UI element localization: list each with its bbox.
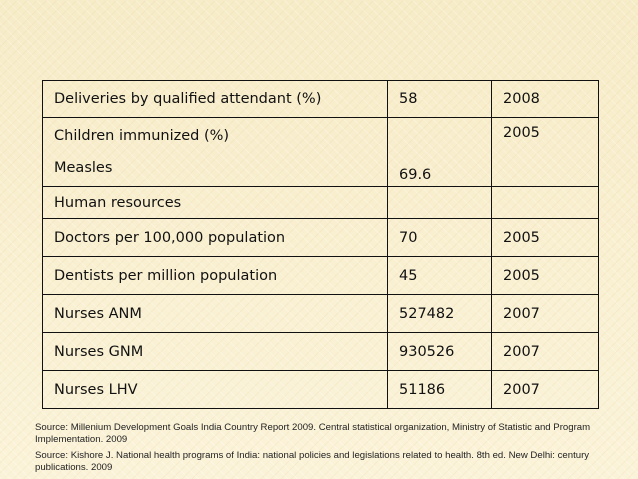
row-year: 2005 — [491, 218, 599, 257]
row-year: 2007 — [491, 332, 599, 371]
row-value: 45 — [387, 256, 492, 295]
row-label: Dentists per million population — [42, 256, 388, 295]
row-label: Children immunized (%) — [54, 128, 230, 144]
row-label: Nurses ANM — [42, 294, 388, 333]
table-row: Nurses LHV 51186 2007 — [42, 370, 599, 409]
row-value: 527482 — [387, 294, 492, 333]
row-label: Human resources — [42, 186, 388, 219]
row-sublabel: Measles — [54, 160, 113, 176]
source-note: Source: Millenium Development Goals Indi… — [35, 422, 591, 445]
row-year: 2005 — [491, 256, 599, 295]
source-notes: Source: Millenium Development Goals Indi… — [35, 422, 615, 478]
row-value: 930526 — [387, 332, 492, 371]
row-value: 70 — [387, 218, 492, 257]
row-label-stack: Children immunized (%) Measles — [42, 117, 388, 187]
table-row: Deliveries by qualified attendant (%) 58… — [42, 80, 599, 118]
table-row: Doctors per 100,000 population 70 2005 — [42, 218, 599, 257]
row-year: 2005 — [491, 117, 599, 187]
row-year: 2007 — [491, 294, 599, 333]
row-year: 2007 — [491, 370, 599, 409]
row-year — [491, 186, 599, 219]
table-row: Nurses ANM 527482 2007 — [42, 294, 599, 333]
table-row: Human resources — [42, 186, 599, 219]
row-label: Deliveries by qualified attendant (%) — [42, 80, 388, 118]
row-value: 69.6 — [387, 117, 492, 187]
row-value: 58 — [387, 80, 492, 118]
health-indicators-table: Deliveries by qualified attendant (%) 58… — [42, 80, 599, 409]
row-year: 2008 — [491, 80, 599, 118]
source-note: Source: Kishore J. National health progr… — [35, 450, 590, 473]
row-label: Nurses LHV — [42, 370, 388, 409]
table-row: Nurses GNM 930526 2007 — [42, 332, 599, 371]
row-value — [387, 186, 492, 219]
table-row: Children immunized (%) Measles 69.6 2005 — [42, 117, 599, 187]
row-label: Nurses GNM — [42, 332, 388, 371]
row-value: 51186 — [387, 370, 492, 409]
row-label: Doctors per 100,000 population — [42, 218, 388, 257]
table-row: Dentists per million population 45 2005 — [42, 256, 599, 295]
